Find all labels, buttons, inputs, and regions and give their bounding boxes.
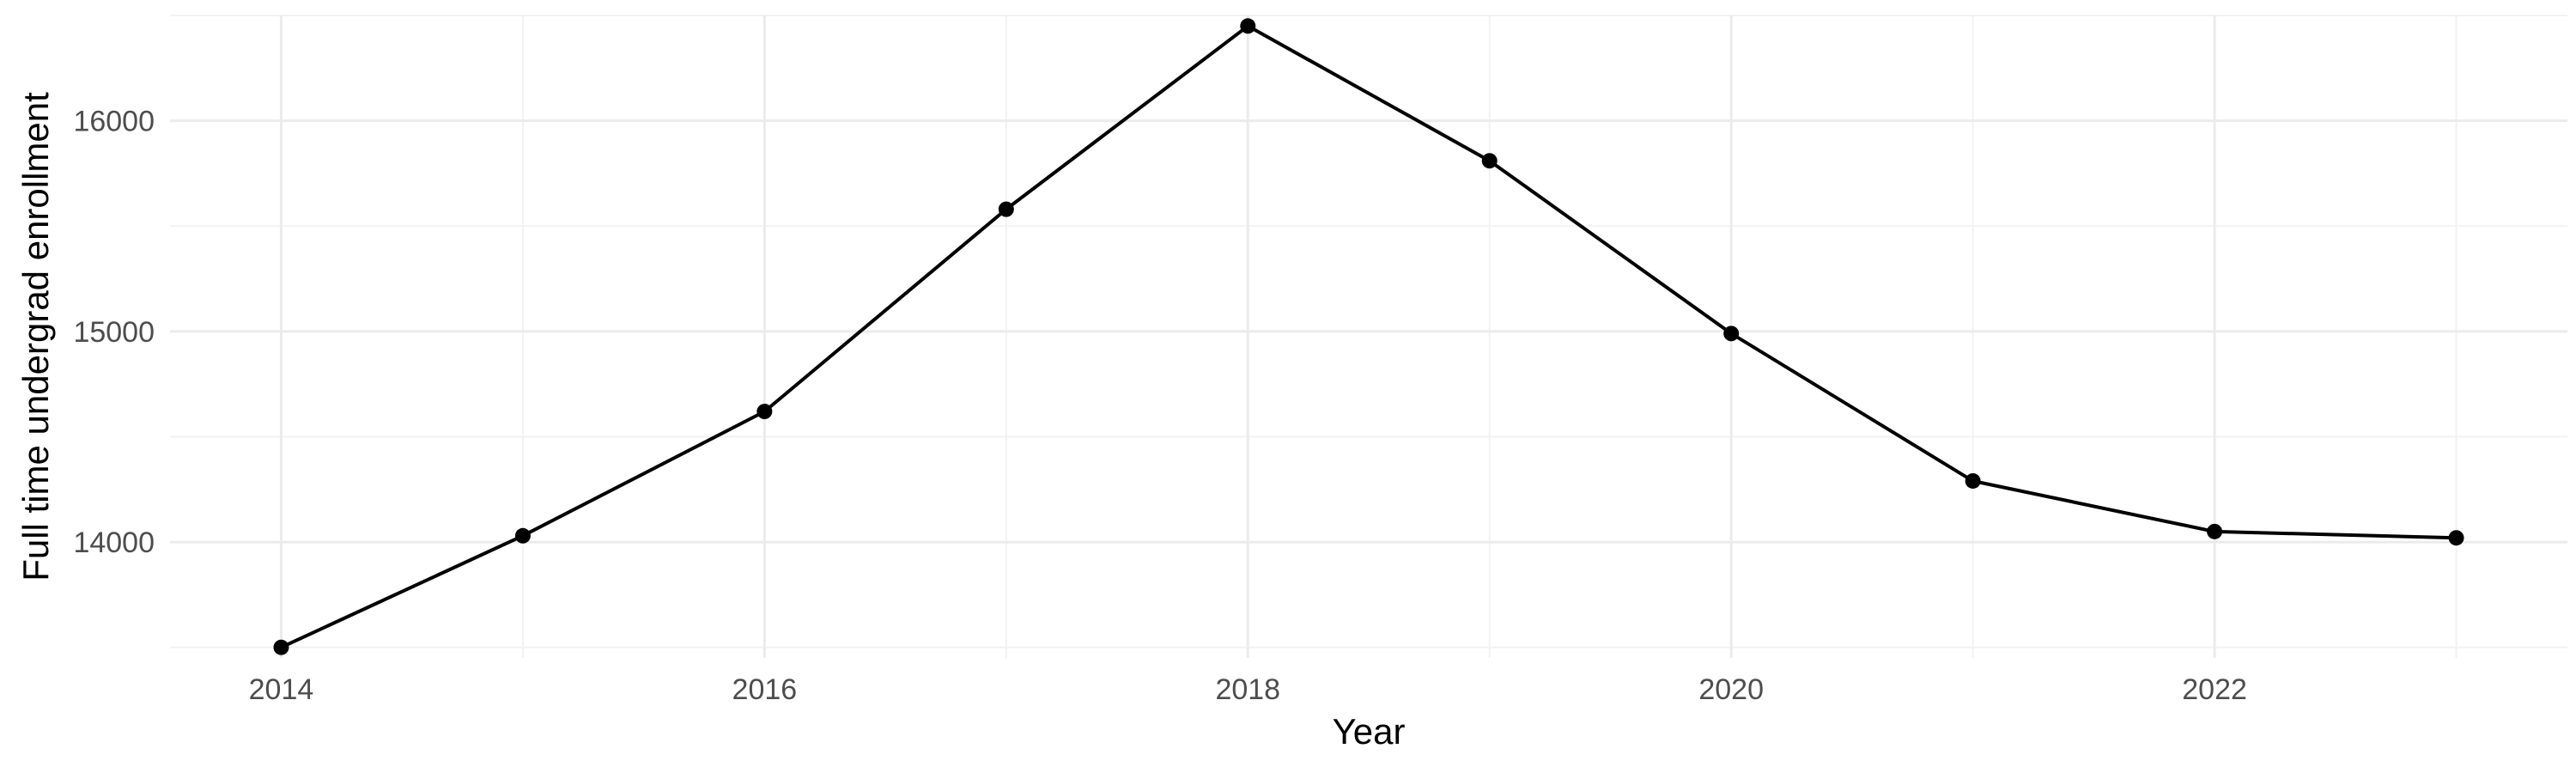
x-axis-tick-labels: 2014 2016 2018 2020 2022 xyxy=(249,673,2247,706)
y-tick-label: 15000 xyxy=(73,316,155,349)
data-point xyxy=(273,639,289,655)
data-point xyxy=(756,404,773,420)
y-axis-tick-labels: 14000 15000 16000 xyxy=(73,106,155,559)
y-tick-label: 16000 xyxy=(73,106,155,138)
x-tick-label: 2022 xyxy=(2182,673,2247,706)
x-tick-label: 2018 xyxy=(1215,673,1280,706)
data-point xyxy=(1965,472,1981,489)
data-point xyxy=(1481,153,1498,169)
y-axis-title: Full time undergrad enrollment xyxy=(15,92,56,581)
data-point xyxy=(998,201,1014,217)
x-tick-label: 2014 xyxy=(249,673,314,706)
series-enrollment xyxy=(273,18,2464,655)
y-tick-label: 14000 xyxy=(73,526,155,559)
data-point xyxy=(2448,530,2464,546)
series-line xyxy=(280,24,2457,649)
data-point xyxy=(1723,326,1740,342)
x-axis-title: Year xyxy=(1333,711,1406,752)
minor-gridlines xyxy=(170,15,2567,658)
x-tick-label: 2020 xyxy=(1698,673,1764,706)
major-gridlines xyxy=(170,15,2567,658)
data-point xyxy=(1240,18,1256,34)
x-tick-label: 2016 xyxy=(732,673,798,706)
data-point xyxy=(514,527,531,544)
series-points xyxy=(273,18,2464,655)
data-point xyxy=(2207,523,2223,539)
